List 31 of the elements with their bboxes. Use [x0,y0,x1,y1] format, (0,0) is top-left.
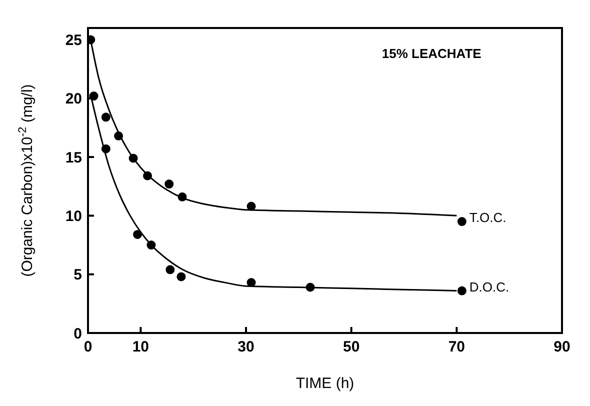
series-label: T.O.C. [469,210,506,226]
point [457,217,466,226]
point [133,230,142,239]
x-tick-label: 90 [554,338,570,356]
y-tick-label: 0 [74,325,82,342]
point [89,92,98,101]
y-tick-label: 5 [74,266,82,284]
point [146,240,156,250]
point [164,180,174,189]
point [176,272,186,282]
x-tick-label: 50 [342,338,360,356]
point [166,265,175,274]
point [143,171,152,180]
x-tick-label: 70 [448,338,466,356]
point [128,154,138,163]
point [114,131,124,140]
y-tick-label: 15 [65,149,82,166]
point [457,286,466,296]
point [306,282,315,292]
y-tick-label: 20 [65,90,82,108]
point [101,144,110,154]
series-label: D.O.C. [469,279,510,294]
annotation: 15% LEACHATE [382,46,482,61]
point [101,112,110,122]
point [178,192,187,202]
y-tick-label: 25 [65,32,82,50]
point [246,202,256,211]
x-tick-label: 30 [238,338,254,356]
y-tick-label: 10 [65,208,82,226]
x-axis-title: TIME (h) [296,375,354,392]
x-tick-label: 10 [132,338,150,356]
